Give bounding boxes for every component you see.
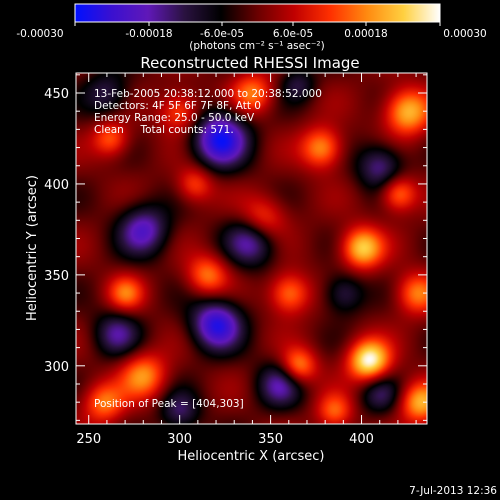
y-axis-label: Heliocentric Y (arcsec)	[25, 175, 40, 321]
chart-title: Reconstructed RHESSI Image	[140, 54, 359, 72]
colorbar-unit-label: (photons cm⁻² s⁻¹ asec⁻²)	[189, 40, 324, 52]
x-tick-label: 300	[167, 432, 192, 447]
x-tick-label: 400	[349, 432, 374, 447]
y-tick-label: 300	[44, 360, 69, 375]
colorbar-tick-label: -0.00018	[125, 28, 172, 40]
annotation-block: 13-Feb-2005 20:38:12.000 to 20:38:52.000…	[94, 88, 322, 136]
colorbar	[74, 3, 441, 23]
y-tick-label: 450	[44, 87, 69, 102]
annotation-time-range: 13-Feb-2005 20:38:12.000 to 20:38:52.000	[94, 88, 322, 100]
y-tick-label: 400	[44, 178, 69, 193]
heatmap-image	[76, 73, 427, 424]
colorbar-tick-label: -0.00030	[16, 28, 63, 40]
x-axis-label: Heliocentric X (arcsec)	[178, 449, 325, 464]
peak-position-label: Position of Peak = [404,303]	[94, 398, 244, 410]
x-tick-label: 250	[76, 432, 101, 447]
annotation-detectors: Detectors: 4F 5F 6F 7F 8F, Att 0	[94, 100, 261, 112]
axis-ticks: 250 300 350 400 300 350 400 450	[44, 73, 427, 447]
colorbar-tick-label: 0.00018	[344, 28, 387, 40]
plot-frame	[75, 72, 428, 425]
annotation-counts: Clean Total counts: 571.	[94, 124, 234, 136]
colorbar-tick-label: -6.0e-05	[200, 28, 244, 40]
annotation-energy: Energy Range: 25.0 - 50.0 keV	[94, 112, 255, 124]
x-tick-label: 350	[258, 432, 283, 447]
colorbar-tick-label: 6.0e-05	[273, 28, 313, 40]
colorbar-tick-label: 0.00030	[443, 28, 486, 40]
date-stamp: 7-Jul-2013 12:36	[409, 485, 497, 497]
y-tick-label: 350	[44, 269, 69, 284]
colorbar-ticks: -0.00030 -0.00018 -6.0e-05 6.0e-05 0.00018 0.…	[16, 22, 487, 40]
